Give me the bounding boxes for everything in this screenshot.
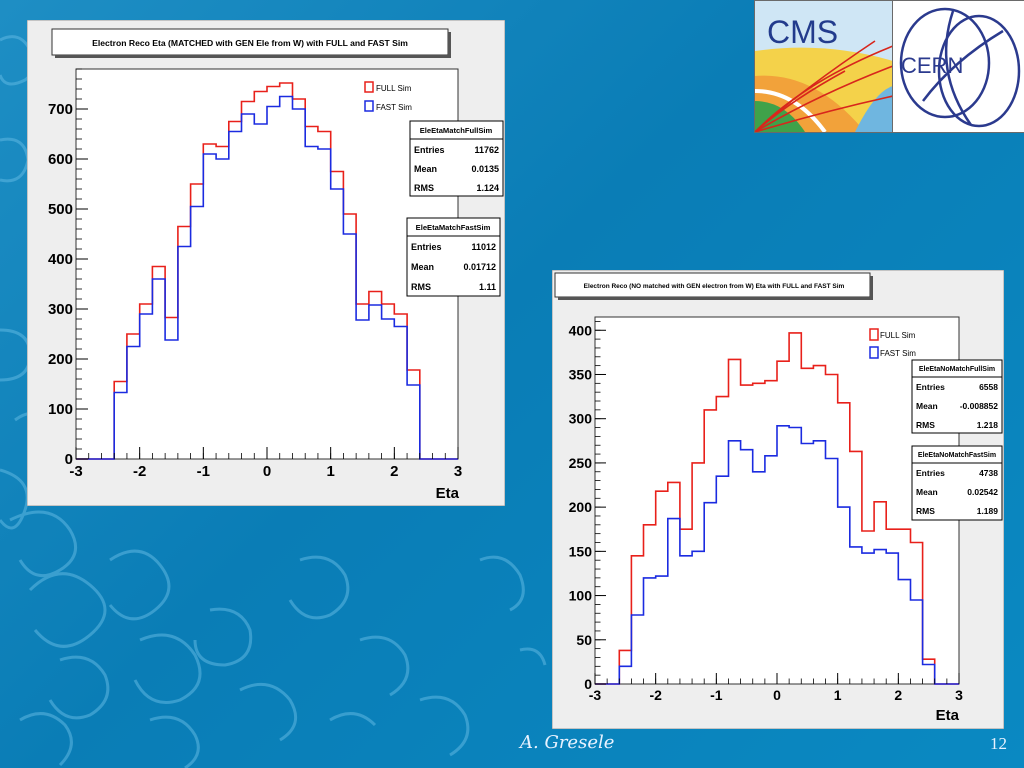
chart-panel-matched: Electron Reco Eta (MATCHED with GEN Ele … (27, 20, 505, 506)
x-tick-label: -2 (649, 687, 662, 703)
y-tick-label: 700 (48, 101, 73, 118)
y-tick-label: 0 (65, 451, 73, 468)
legend-swatch-full (869, 328, 879, 341)
stats-key: RMS (411, 282, 431, 292)
x-tick-label: 1 (834, 687, 842, 703)
stats-key: RMS (916, 420, 935, 430)
x-tick-label: -1 (710, 687, 723, 703)
stats-value: 0.02542 (967, 487, 998, 497)
cms-logo-text: CMS (767, 14, 838, 50)
series-line-fast (76, 95, 458, 460)
footer-author: A. Gresele (520, 732, 615, 753)
x-tick-label: 3 (454, 463, 462, 480)
stats-value: 6558 (979, 382, 998, 392)
stats-value: 1.189 (977, 506, 999, 516)
stats-value: 11012 (471, 242, 496, 252)
y-tick-label: 100 (569, 588, 593, 604)
stats-key: Entries (916, 468, 945, 478)
stats-key: RMS (916, 506, 935, 516)
y-tick-label: 100 (48, 401, 73, 418)
stats-box-fast: EleEtaNoMatchFastSim Entries 4738 Mean 0… (911, 445, 1003, 521)
y-tick-label: 0 (584, 676, 592, 692)
stats-key: Mean (411, 262, 434, 272)
stats-box-full: EleEtaMatchFullSim Entries 11762 Mean 0.… (409, 120, 504, 197)
cms-logo-graphic: CMS (755, 1, 893, 132)
stats-title: EleEtaMatchFullSim (420, 126, 493, 135)
stats-key: Entries (411, 242, 442, 252)
cern-logo: CERN (892, 0, 1024, 133)
y-tick-label: 50 (576, 632, 592, 648)
y-tick-label: 250 (569, 455, 593, 471)
chart-title: Electron Reco (NO matched with GEN elect… (584, 283, 845, 290)
legend-swatch-fast (364, 100, 374, 112)
stats-key: Entries (414, 145, 445, 155)
legend-label-full: FULL Sim (376, 84, 412, 93)
x-tick-label: 0 (773, 687, 781, 703)
x-tick-label: 2 (390, 463, 398, 480)
x-tick-label: -3 (589, 687, 602, 703)
cern-logo-text: CERN (901, 53, 963, 78)
stats-value: 0.0135 (471, 164, 499, 174)
stats-key: Mean (916, 401, 938, 411)
legend: FULL Sim FAST Sim (869, 328, 916, 359)
legend-label-fast: FAST Sim (880, 349, 916, 358)
cms-logo: CMS (754, 0, 894, 133)
x-tick-label: 2 (894, 687, 902, 703)
stats-value: 1.218 (977, 420, 999, 430)
page-number: 12 (990, 734, 1007, 753)
stats-value: 1.124 (476, 183, 499, 193)
y-tick-label: 500 (48, 201, 73, 218)
stats-title: EleEtaNoMatchFullSim (919, 366, 995, 373)
y-tick-label: 300 (569, 411, 593, 427)
x-axis-label: Eta (436, 485, 460, 502)
chart-panel-nomatched: Electron Reco (NO matched with GEN elect… (552, 270, 1004, 729)
stats-title: EleEtaNoMatchFastSim (918, 452, 996, 459)
stats-box-full: EleEtaNoMatchFullSim Entries 6558 Mean -… (911, 359, 1003, 434)
legend-swatch-full (364, 81, 374, 93)
legend-swatch-fast (869, 346, 879, 359)
stats-value: 11762 (474, 145, 499, 155)
y-tick-label: 150 (569, 543, 593, 559)
chart-title: Electron Reco Eta (MATCHED with GEN Ele … (92, 38, 408, 48)
series-line-fast (595, 425, 959, 685)
stats-key: Entries (916, 382, 945, 392)
y-tick-label: 400 (569, 322, 593, 338)
y-tick-label: 200 (48, 351, 73, 368)
x-tick-label: 3 (955, 687, 963, 703)
legend-label-full: FULL Sim (880, 331, 916, 340)
title-box: Electron Reco Eta (MATCHED with GEN Ele … (51, 28, 451, 58)
stats-title: EleEtaMatchFastSim (416, 223, 491, 232)
chart-svg-matched: Electron Reco Eta (MATCHED with GEN Ele … (27, 20, 505, 506)
stats-value: 1.11 (479, 282, 496, 292)
stats-value: -0.008852 (960, 401, 999, 411)
legend-label-fast: FAST Sim (376, 103, 412, 112)
x-tick-label: -2 (133, 463, 146, 480)
x-tick-label: 1 (326, 463, 334, 480)
y-tick-label: 400 (48, 251, 73, 268)
stats-value: 0.01712 (463, 262, 496, 272)
stats-box-fast: EleEtaMatchFastSim Entries 11012 Mean 0.… (406, 217, 501, 297)
x-tick-label: 0 (263, 463, 271, 480)
plot-area (75, 68, 459, 460)
y-tick-label: 350 (569, 366, 593, 382)
y-tick-label: 300 (48, 301, 73, 318)
title-box: Electron Reco (NO matched with GEN elect… (554, 272, 873, 300)
x-tick-label: -3 (69, 463, 82, 480)
cern-logo-graphic: CERN (899, 7, 1021, 128)
series-line-full (595, 332, 959, 685)
y-tick-label: 600 (48, 151, 73, 168)
legend: FULL Sim FAST Sim (364, 81, 412, 112)
chart-svg-nomatched: Electron Reco (NO matched with GEN elect… (552, 270, 1004, 729)
stats-value: 4738 (979, 468, 998, 478)
y-tick-label: 200 (569, 499, 593, 515)
stats-key: Mean (916, 487, 938, 497)
stats-key: Mean (414, 164, 437, 174)
stats-key: RMS (414, 183, 434, 193)
x-axis-label: Eta (936, 707, 960, 724)
x-tick-label: -1 (197, 463, 210, 480)
